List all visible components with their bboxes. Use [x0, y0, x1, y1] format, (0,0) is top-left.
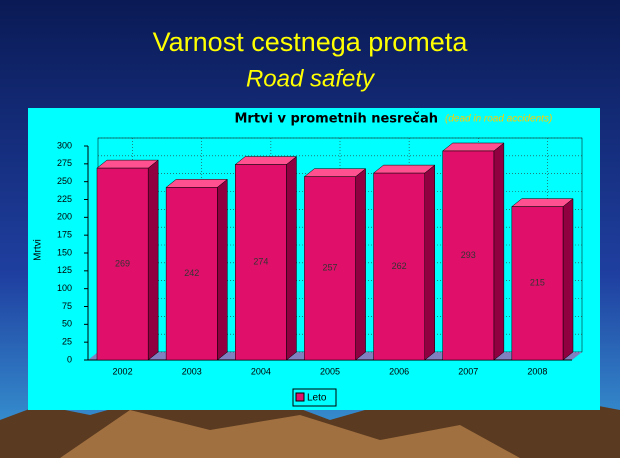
chart-title: Mrtvi v prometnih nesrečah [234, 112, 438, 127]
x-tick-label: 2007 [458, 366, 478, 376]
y-tick-label: 125 [57, 265, 72, 275]
chart-subtitle: (dead in road accidents) [445, 114, 552, 125]
bar-top [304, 169, 365, 177]
y-tick-label: 200 [57, 212, 72, 222]
value-label: 274 [253, 257, 268, 267]
bar-side [286, 157, 296, 360]
x-tick-label: 2008 [527, 366, 547, 376]
y-tick-label: 100 [57, 283, 72, 293]
bar-top [443, 143, 504, 151]
value-label: 257 [322, 263, 337, 273]
bar-top [512, 199, 573, 207]
y-tick-label: 175 [57, 230, 72, 240]
bar-top [166, 179, 227, 187]
bar-side [425, 165, 435, 360]
y-tick-label: 250 [57, 176, 72, 186]
y-tick-label: 150 [57, 247, 72, 257]
x-tick-label: 2004 [251, 366, 271, 376]
bar-side [356, 169, 366, 360]
value-label: 269 [115, 258, 130, 268]
y-tick-label: 0 [67, 354, 72, 364]
bar-side [217, 179, 227, 360]
bar-side [563, 199, 573, 360]
bar-top [97, 160, 158, 168]
slide-title: Varnost cestnega prometa [153, 27, 469, 57]
y-tick-label: 75 [62, 301, 72, 311]
bar-top [235, 157, 296, 165]
y-tick-label: 50 [62, 319, 72, 329]
x-tick-label: 2003 [182, 366, 202, 376]
y-tick-label: 300 [57, 140, 72, 150]
x-tick-label: 2005 [320, 366, 340, 376]
value-label: 242 [184, 268, 199, 278]
legend-swatch [296, 393, 304, 401]
value-label: 293 [461, 250, 476, 260]
value-label: 215 [530, 278, 545, 288]
slide: Varnost cestnega prometa Road safety Mrt… [0, 0, 620, 458]
bar-side [148, 160, 158, 360]
chart: Varnost cestnega prometa Road safety Mrt… [0, 0, 620, 458]
x-tick-label: 2002 [113, 366, 133, 376]
y-tick-label: 25 [62, 337, 72, 347]
bar-side [494, 143, 504, 360]
y-tick-label: 275 [57, 158, 72, 168]
value-label: 262 [392, 261, 407, 271]
slide-subtitle: Road safety [246, 65, 376, 92]
x-tick-label: 2006 [389, 366, 409, 376]
y-tick-label: 225 [57, 194, 72, 204]
bar-top [374, 165, 435, 173]
y-axis-label: Mrtvi [33, 239, 44, 261]
legend-label: Leto [307, 393, 327, 404]
